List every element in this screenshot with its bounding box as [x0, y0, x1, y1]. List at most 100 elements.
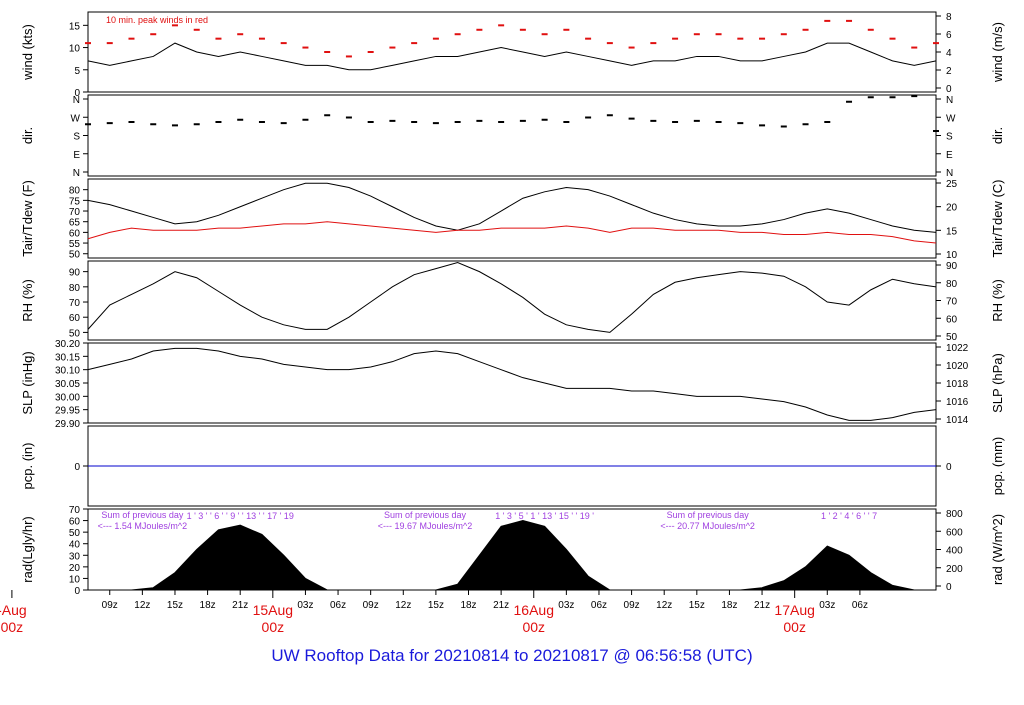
wind-point — [780, 33, 787, 36]
dir-point — [389, 119, 396, 122]
x-tick-label: 21z — [493, 600, 509, 611]
wind-point — [693, 33, 700, 36]
dir-point — [454, 121, 461, 123]
dir-point — [345, 116, 352, 119]
wind-series-line — [87, 42, 937, 71]
dir-point — [519, 119, 526, 122]
dir-left-tick-label: E — [73, 150, 80, 161]
dir-left-tick-label: W — [71, 113, 81, 124]
slp-panel-frame — [87, 342, 937, 424]
wind-point — [933, 42, 939, 45]
dir-point — [324, 114, 331, 117]
rad-left-tick-label: 50 — [69, 528, 81, 539]
rad-hour-labels: 1 ' 2 ' 4 ' 6 ' ' 7 — [821, 511, 877, 521]
temp-right-tick-label: 20 — [946, 203, 958, 214]
dir-point — [193, 123, 200, 126]
dir-point — [585, 116, 592, 119]
dir-point — [432, 122, 439, 125]
rad-right-tick-label: 0 — [946, 582, 952, 593]
wind-point — [519, 28, 526, 31]
dir-point — [280, 122, 287, 125]
wind-point — [563, 28, 570, 31]
dir-point — [237, 118, 244, 121]
rh-right-tick-label: 90 — [946, 261, 958, 272]
dir-point — [128, 121, 135, 123]
rad-left-tick-label: 20 — [69, 563, 81, 574]
wind-left-tick-label: 10 — [69, 44, 81, 55]
rad-right-tick-label: 600 — [946, 527, 963, 538]
day-label: -Aug — [0, 602, 27, 618]
temp-left-axis-title: Tair/Tdew (F) — [20, 180, 35, 257]
rad-area — [88, 520, 936, 591]
dir-point — [411, 121, 418, 123]
slp-left-tick-label: 30.20 — [55, 339, 80, 350]
wind-point — [824, 19, 831, 22]
dir-point — [693, 119, 700, 122]
slp-right-tick-label: 1014 — [946, 415, 969, 426]
slp-left-tick-label: 30.15 — [55, 352, 80, 363]
dir-point — [150, 123, 157, 126]
temp-panel-frame — [87, 178, 937, 259]
wind-point — [846, 19, 853, 22]
dir-panel-frame — [87, 94, 937, 177]
pcp-left-tick-label: 0 — [74, 462, 80, 473]
dir-point — [215, 121, 222, 123]
dir-right-tick-label: W — [946, 113, 956, 124]
wind-point — [867, 28, 874, 31]
x-tick-label: 06z — [330, 600, 346, 611]
wind-point — [237, 33, 244, 36]
dir-point — [759, 124, 766, 127]
slp-series-line — [87, 347, 937, 421]
dir-point — [802, 123, 809, 126]
wind-point — [672, 37, 679, 40]
wind-point — [258, 37, 265, 40]
temp-left-tick-label: 65 — [69, 218, 81, 229]
rh-series-line — [87, 261, 937, 333]
x-tick-label: 09z — [624, 600, 640, 611]
rad-left-tick-label: 70 — [69, 505, 81, 516]
day-label: 17Aug — [774, 602, 814, 618]
rh-right-tick-label: 70 — [946, 297, 958, 308]
rh-left-tick-label: 80 — [69, 283, 81, 294]
slp-right-axis-title: SLP (hPa) — [990, 353, 1005, 413]
wind-left-tick-label: 5 — [74, 66, 80, 77]
wind-point — [759, 37, 766, 40]
dir-point — [780, 125, 787, 128]
dir-point — [498, 121, 505, 123]
rh-left-tick-label: 50 — [69, 328, 81, 339]
rad-left-tick-label: 10 — [69, 574, 81, 585]
dir-point — [911, 95, 918, 98]
rh-left-tick-label: 90 — [69, 268, 81, 279]
rh-left-tick-label: 60 — [69, 313, 81, 324]
rad-left-tick-label: 0 — [74, 586, 80, 597]
x-tick-label: 09z — [363, 600, 379, 611]
x-tick-label: 12z — [134, 600, 150, 611]
wind-point — [476, 28, 483, 31]
pcp-right-axis-title: pcp. (mm) — [990, 437, 1005, 496]
temp-left-tick-label: 80 — [69, 186, 81, 197]
day-time-label: 00z — [783, 619, 806, 635]
temp-right-axis-title: Tair/Tdew (C) — [990, 179, 1005, 257]
wind-point — [345, 55, 352, 58]
rad-left-axis-title: rad(Lgly/hr) — [20, 516, 35, 582]
temp-right-tick-label: 25 — [946, 179, 958, 190]
slp-left-tick-label: 30.10 — [55, 366, 80, 377]
x-tick-label: 21z — [754, 600, 770, 611]
wind-point — [889, 37, 896, 40]
wind-point — [150, 33, 157, 36]
dir-point — [476, 119, 483, 122]
x-tick-label: 18z — [200, 600, 216, 611]
day-label: 16Aug — [514, 602, 554, 618]
wind-point — [215, 37, 222, 40]
x-tick-label: 03z — [819, 600, 835, 611]
wind-point — [302, 46, 309, 49]
daily-sum-label: Sum of previous day — [101, 510, 184, 520]
dir-left-axis-title: dir. — [20, 127, 35, 144]
temp-series-line — [87, 182, 937, 233]
wind-right-axis-title: wind (m/s) — [990, 22, 1005, 83]
dir-right-tick-label: N — [946, 95, 953, 106]
wind-right-tick-label: 2 — [946, 66, 952, 77]
dir-point — [650, 119, 657, 122]
wind-left-tick-label: 0 — [74, 88, 80, 99]
dir-point — [367, 121, 374, 123]
